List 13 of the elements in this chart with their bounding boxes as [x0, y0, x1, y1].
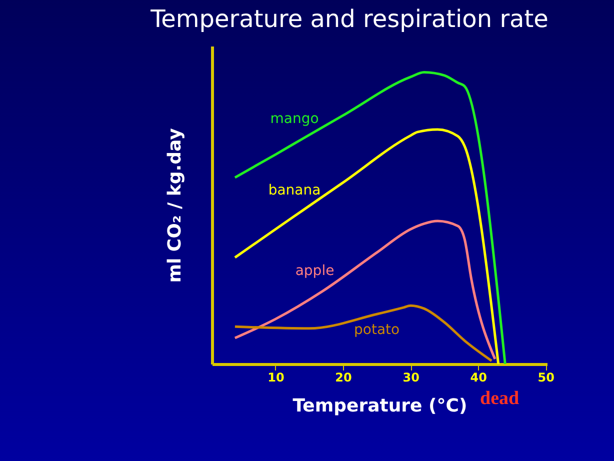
x-tick-label: 30 [402, 370, 420, 384]
x-tick-label: 20 [335, 370, 352, 384]
series-label: potato [354, 322, 400, 338]
x-axis-title: Temperature (°C) [292, 396, 468, 416]
chart-title: Temperature and respiration rate [150, 5, 548, 33]
series-label: apple [295, 263, 334, 280]
series-label: mango [270, 110, 319, 127]
x-tick-label: 40 [470, 370, 487, 384]
x-tick-label: 10 [268, 370, 284, 384]
series-label: banana [268, 182, 321, 199]
x-tick-label: 50 [538, 370, 554, 384]
y-axis-title: ml CO₂ / kg.day [164, 128, 186, 283]
text: dead [480, 388, 520, 410]
